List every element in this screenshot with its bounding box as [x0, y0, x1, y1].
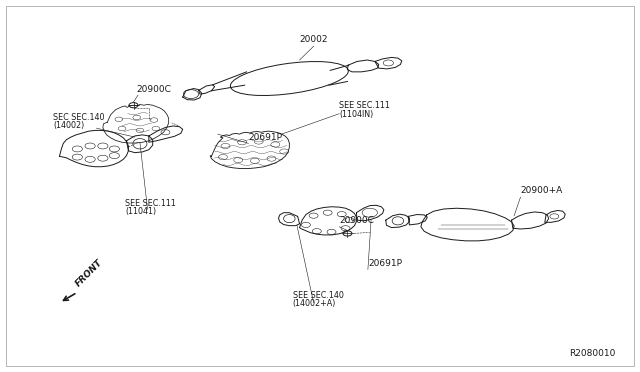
Text: (11041): (11041): [125, 208, 156, 217]
Text: (14002+A): (14002+A): [292, 299, 336, 308]
Text: 20900C: 20900C: [136, 85, 171, 94]
Text: R2080010: R2080010: [569, 349, 615, 358]
Text: (1104lN): (1104lN): [339, 109, 373, 119]
Text: 20900+A: 20900+A: [520, 186, 563, 195]
Text: SEE SEC.140: SEE SEC.140: [292, 291, 344, 300]
Text: FRONT: FRONT: [74, 257, 104, 288]
Text: SEE SEC.111: SEE SEC.111: [339, 102, 390, 110]
Text: SEE SEC.111: SEE SEC.111: [125, 199, 176, 208]
Text: 20691P: 20691P: [248, 133, 282, 142]
Text: SEC SEC.140: SEC SEC.140: [53, 113, 104, 122]
Text: 20691P: 20691P: [368, 259, 402, 267]
Text: (14002): (14002): [53, 121, 84, 131]
Text: 20002: 20002: [300, 35, 328, 44]
Text: 20900C: 20900C: [339, 215, 374, 225]
